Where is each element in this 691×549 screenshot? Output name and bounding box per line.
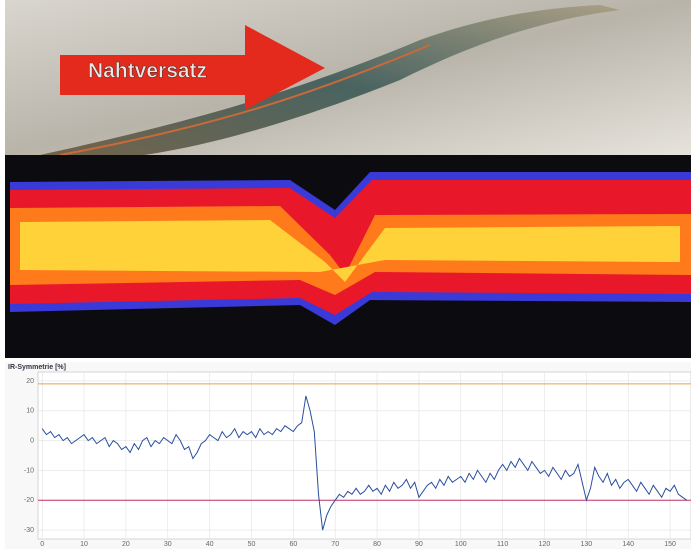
chart-title: IR-Symmetrie [%] — [8, 364, 66, 371]
y-tick-label: 10 — [26, 408, 34, 415]
plot-area — [38, 372, 691, 539]
plot: -30 -20 -10 0 10 20 0 10 20 30 40 50 60 70 80 90 100 110 1… — [24, 372, 691, 548]
y-tick-label: -20 — [24, 497, 34, 504]
x-tick-label: 100 — [455, 541, 467, 548]
x-tick-label: 20 — [122, 541, 130, 548]
page: Nahtversatz IR-Symmetrie [%] -30 -20 -10 0 1… — [0, 0, 691, 549]
x-tick-label: 70 — [331, 541, 339, 548]
x-tick-label: 30 — [164, 541, 172, 548]
x-tick-label: 120 — [539, 541, 551, 548]
x-tick-label: 90 — [415, 541, 423, 548]
y-tick-label: 0 — [30, 437, 34, 444]
x-tick-label: 110 — [497, 541, 508, 548]
y-tick-label: -10 — [24, 467, 34, 474]
x-tick-label: 60 — [289, 541, 297, 548]
x-tick-label: 0 — [40, 541, 44, 548]
arrow-label: Nahtversatz — [88, 60, 207, 83]
x-tick-label: 10 — [80, 541, 88, 548]
x-tick-label: 40 — [206, 541, 214, 548]
x-tick-label: 150 — [664, 541, 676, 548]
thermal-image — [5, 155, 691, 358]
y-tick-label: -30 — [24, 527, 34, 534]
x-tick-label: 80 — [373, 541, 381, 548]
x-tick-label: 130 — [581, 541, 593, 548]
x-tick-label: 140 — [622, 541, 634, 548]
weld-photo: Nahtversatz — [5, 0, 691, 158]
x-tick-label: 50 — [248, 541, 256, 548]
y-tick-label: 20 — [26, 378, 34, 385]
